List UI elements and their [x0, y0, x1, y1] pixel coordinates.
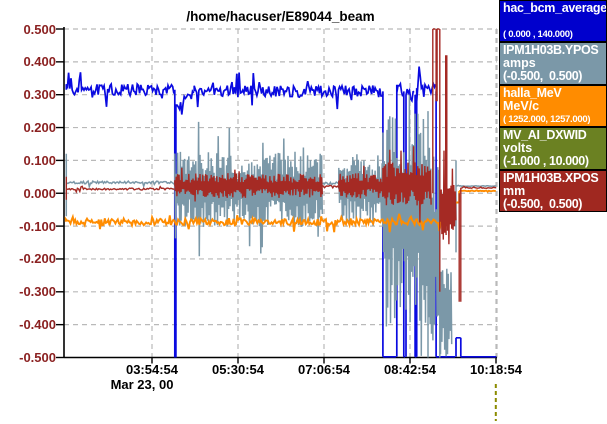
legend-item-IPM1H03B.YPOS[interactable]: IPM1H03B.YPOS amps (-0.500, 0.500) [499, 42, 607, 85]
y-axis-label: 0.300 [23, 87, 56, 103]
legend-item-MV_AI_DXWID[interactable]: MV_AI_DXWID volts (-1.000 , 10.000) [499, 127, 607, 170]
trace-IPM1H03B.XPOS [65, 28, 497, 302]
legend-series-range: ( 1252.000, 1257.000) [503, 113, 591, 125]
y-axis-label: -0.300 [19, 284, 56, 300]
chart-title: /home/hacuser/E89044_beam [186, 9, 375, 24]
x-axis-tick-label: 03:54:54 [125, 362, 179, 377]
legend-series-name: MV_AI_DXWID [503, 128, 587, 143]
y-axis-label: -0.200 [19, 251, 56, 267]
y-axis-label: -0.500 [19, 350, 56, 365]
legend-item-hac_bcm_average[interactable]: hac_bcm_average ( 0.000 , 140.000) [499, 0, 607, 43]
x-axis-tick-label: 08:42:54 [383, 362, 437, 377]
x-axis-tick-label: 07:06:54 [297, 362, 351, 377]
x-axis-tick-label: 10:18:54 [469, 362, 523, 377]
legend-series-range: (-0.500, 0.500) [503, 196, 583, 211]
legend-item-halla_MeV[interactable]: halla_MeV MeV/c( 1252.000, 1257.000) [499, 84, 607, 128]
legend-series-name: hac_bcm_average [503, 1, 607, 15]
legend-series-range: ( 0.000 , 140.000) [503, 29, 573, 40]
legend-series-range: (-0.500, 0.500) [503, 69, 583, 84]
legend-series-name: halla_MeV [503, 85, 562, 100]
y-axis-label: 0.100 [23, 152, 56, 168]
legend-series-range: (-1.000 , 10.000) [503, 154, 589, 169]
y-axis-label: 0.500 [23, 21, 56, 37]
legend-series-unit [503, 15, 605, 28]
legend-item-IPM1H03B.XPOS[interactable]: IPM1H03B.XPOS mm (-0.500, 0.500) [499, 169, 607, 212]
legend-series-name: IPM1H03B.XPOS [503, 170, 599, 185]
y-axis-label: 0.000 [23, 185, 56, 201]
legend: hac_bcm_average ( 0.000 , 140.000) IPM1H03… [499, 0, 607, 212]
legend-series-unit: amps [503, 56, 536, 71]
y-axis-label: -0.100 [19, 218, 56, 234]
y-axis-label: -0.400 [19, 317, 56, 333]
x-axis-tick-label: 05:30:54 [211, 362, 265, 377]
x-axis-date-label: Mar 23, 00 [110, 377, 174, 392]
legend-series-name: IPM1H03B.YPOS [503, 43, 599, 58]
y-axis-label: 0.200 [23, 120, 56, 136]
legend-series-unit: mm [503, 183, 526, 198]
y-axis-label: 0.400 [23, 54, 56, 70]
legend-series-unit: volts [503, 141, 533, 156]
legend-series-unit: MeV/c [503, 98, 540, 113]
